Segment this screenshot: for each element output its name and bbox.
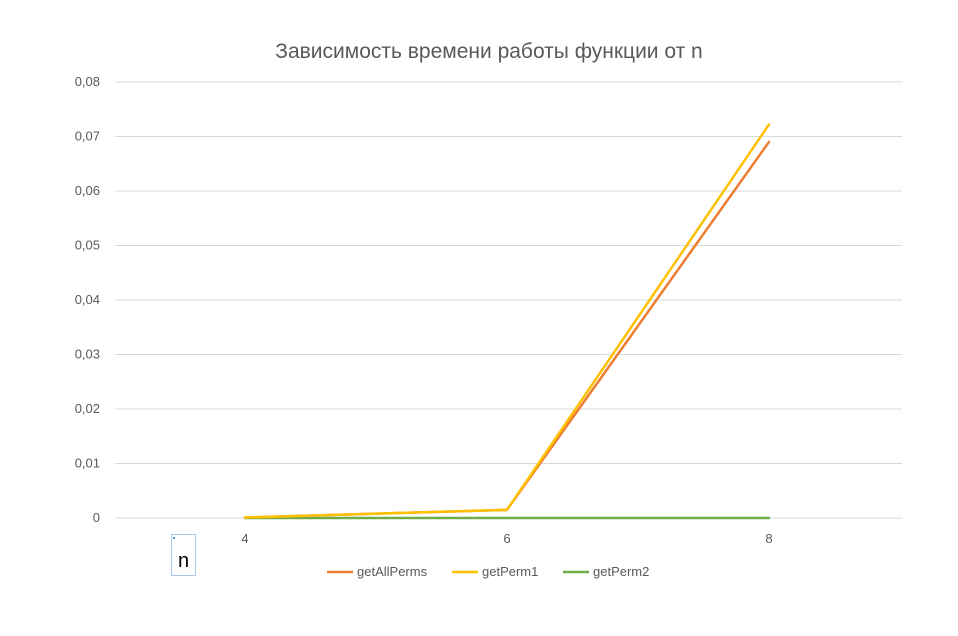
series-line-getPerm1	[243, 123, 771, 519]
x-axis-tick-labels: 4 6 8	[241, 531, 772, 546]
legend-label: getPerm2	[593, 564, 649, 579]
legend: getAllPerms getPerm1 getPerm2	[327, 564, 649, 579]
x-tick-label: 6	[503, 531, 510, 546]
selection-handle	[173, 537, 175, 539]
y-tick-label: 0,02	[75, 401, 100, 416]
axis-title-label: n	[177, 550, 190, 572]
x-tick-label: 8	[765, 531, 772, 546]
y-tick-label: 0,01	[75, 456, 100, 471]
chart-title: Зависимость времени работы функции от n	[275, 40, 702, 63]
axis-title-textbox[interactable]: n	[171, 534, 196, 576]
series-line-getAllPerms	[243, 140, 771, 519]
y-tick-label: 0	[93, 510, 100, 525]
y-tick-label: 0,07	[75, 129, 100, 144]
y-axis-tick-labels: 0 0,01 0,02 0,03 0,04 0,05 0,06 0,07 0,08	[75, 74, 100, 525]
y-tick-label: 0,06	[75, 183, 100, 198]
legend-label: getAllPerms	[357, 564, 428, 579]
gridlines	[115, 81, 902, 519]
y-tick-label: 0,08	[75, 74, 100, 89]
y-tick-label: 0,05	[75, 238, 100, 253]
legend-label: getPerm1	[482, 564, 538, 579]
y-tick-label: 0,04	[75, 292, 100, 307]
x-tick-label: 4	[241, 531, 248, 546]
y-tick-label: 0,03	[75, 347, 100, 362]
series-lines	[243, 123, 771, 520]
